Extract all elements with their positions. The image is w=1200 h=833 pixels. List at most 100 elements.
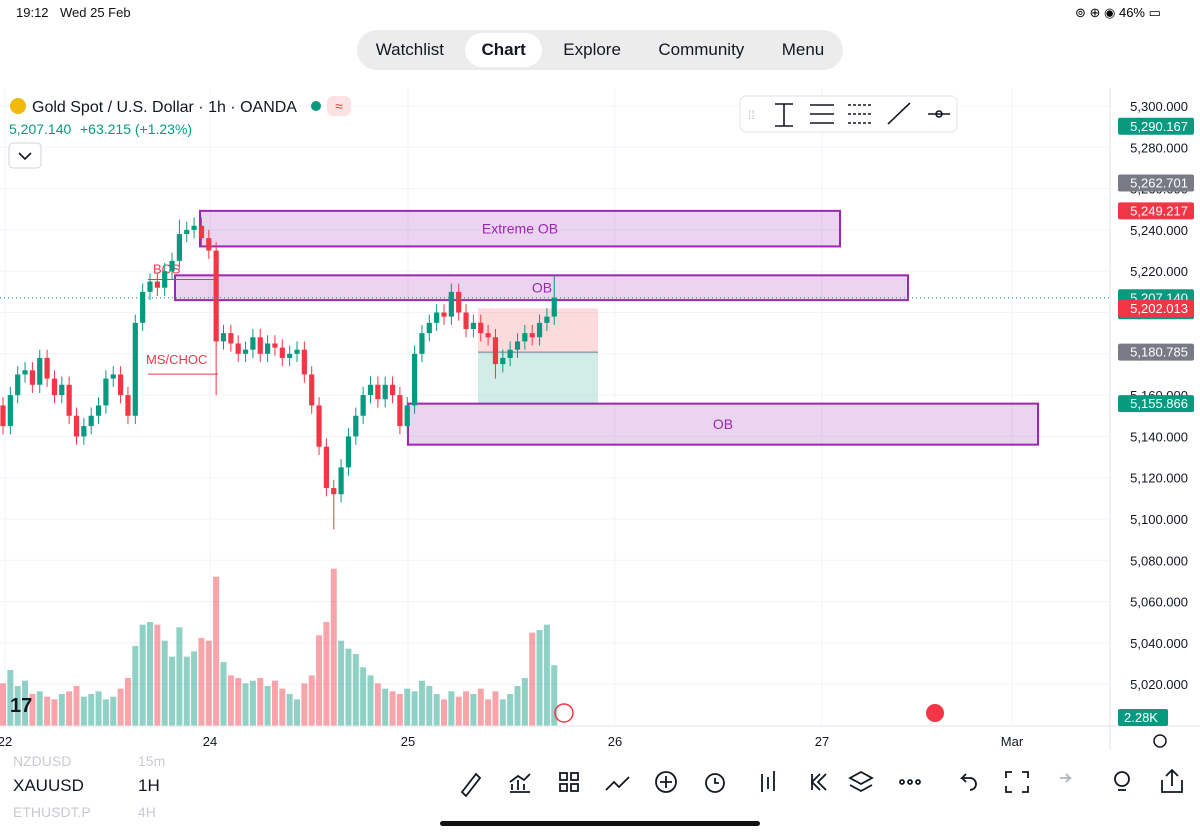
volume-bar (235, 678, 242, 726)
candle-body (250, 337, 256, 350)
order-block (199, 209, 841, 248)
tab[interactable]: Chart (465, 33, 542, 67)
volume-bar (29, 694, 36, 726)
order-block (174, 274, 909, 302)
volume-bar (367, 675, 374, 726)
tool-icon[interactable] (1005, 771, 1029, 793)
candle-body (132, 322, 138, 416)
battery: 46% (1118, 5, 1145, 20)
tool-icon[interactable] (887, 102, 911, 125)
y-tick-label: 5,140.000 (1130, 429, 1188, 444)
volume-bar (389, 691, 396, 726)
tool-icon[interactable] (460, 772, 482, 798)
tab[interactable]: Menu (781, 40, 825, 59)
volume-bar (345, 648, 352, 726)
volume-bar (80, 696, 87, 726)
price-badge-label: 5,262.701 (1130, 176, 1188, 191)
volume-bar (36, 691, 43, 726)
tab[interactable]: Watchlist (375, 40, 445, 59)
event-icon[interactable] (554, 703, 574, 723)
indicator-badge[interactable] (327, 96, 351, 116)
flag-icon[interactable] (926, 704, 944, 722)
volume-bar (477, 688, 484, 726)
candle-body (176, 234, 182, 261)
volume-bar (191, 651, 198, 726)
volume-bar (543, 624, 550, 726)
candle-body (360, 395, 366, 416)
volume-bar (485, 699, 492, 726)
candle-body (470, 322, 476, 330)
home-indicator (440, 821, 760, 826)
y-tick-label: 5,080.000 (1130, 553, 1188, 568)
volume-bar (338, 640, 345, 726)
tool-icon[interactable] (959, 773, 977, 791)
y-tick-label: 5,040.000 (1130, 636, 1188, 651)
candle-body (331, 488, 337, 495)
candle-body (213, 250, 219, 342)
price-badge-label: 5,202.013 (1130, 301, 1188, 316)
volume-bar (124, 678, 131, 726)
tool-icon[interactable] (810, 104, 834, 124)
candle-body (544, 316, 550, 323)
price-badge (1118, 299, 1194, 317)
volume-bar (117, 688, 124, 726)
candle-body (485, 333, 491, 338)
indicator-icon: ≈ (335, 98, 343, 114)
tool-icon[interactable] (655, 771, 677, 793)
tool-icon[interactable] (848, 104, 872, 124)
volume-bar (205, 640, 212, 726)
svg-text:⁞⁞: ⁞⁞ (748, 108, 755, 122)
tool-icon[interactable] (775, 103, 793, 127)
tool-icon[interactable] (761, 771, 775, 792)
tool-icon[interactable] (810, 773, 827, 791)
volume-bar (492, 691, 499, 726)
volume-bar (22, 680, 29, 726)
tool-icon[interactable] (907, 779, 913, 785)
price-badge (1118, 174, 1194, 192)
tab[interactable]: Community (658, 40, 745, 59)
y-tick-label: 5,100.000 (1130, 512, 1188, 527)
candle-body (404, 405, 410, 427)
candle-body (88, 415, 94, 427)
tool-icon[interactable] (509, 773, 531, 793)
collapse-button[interactable] (8, 142, 42, 169)
price-badge (1118, 117, 1194, 135)
tool-icon[interactable] (848, 770, 874, 793)
volume-bar (154, 624, 161, 726)
volume-bar (44, 696, 51, 726)
candle-body (323, 446, 329, 489)
volume-bar (441, 699, 447, 726)
x-tick-label: Mar (1001, 734, 1024, 749)
drawing-tools: ⁞⁞ (748, 102, 950, 127)
volume-bar (7, 670, 14, 726)
volume-bar (264, 686, 271, 726)
volume-bar (176, 627, 183, 726)
settings-icon[interactable] (1153, 734, 1167, 748)
candle-body (140, 291, 146, 323)
tool-icon[interactable] (705, 773, 725, 793)
candle-body (235, 343, 241, 354)
volume-bar (132, 646, 139, 726)
tool-icon[interactable] (1161, 768, 1183, 793)
tool-icon[interactable] (1060, 773, 1073, 783)
symbol-row[interactable]: ETHUSDT.P 4H (13, 801, 165, 822)
volume-bar (227, 675, 234, 726)
tool-icon[interactable] (605, 776, 630, 791)
tool-icon[interactable] (1114, 771, 1130, 787)
tab[interactable]: Explore (563, 40, 621, 59)
candle-body (507, 349, 513, 358)
volume-bar (58, 694, 65, 726)
symbol-row[interactable]: XAUUSD 1H (13, 771, 165, 801)
volume-bar (448, 691, 455, 726)
candle-body (81, 426, 87, 437)
price-badge-label: 5,249.217 (1130, 203, 1188, 218)
symbol-name: NZDUSD (13, 752, 72, 769)
symbol-row[interactable]: NZDUSD 15m (13, 750, 165, 771)
order-block (407, 402, 1039, 446)
symbol-name: ETHUSDT.P (13, 803, 91, 820)
volume-bar (279, 688, 286, 726)
x-tick-label: 27 (815, 734, 829, 749)
volume-bar (330, 568, 337, 726)
x-tick-label: 26 (608, 734, 622, 749)
tool-icon[interactable] (559, 772, 568, 781)
